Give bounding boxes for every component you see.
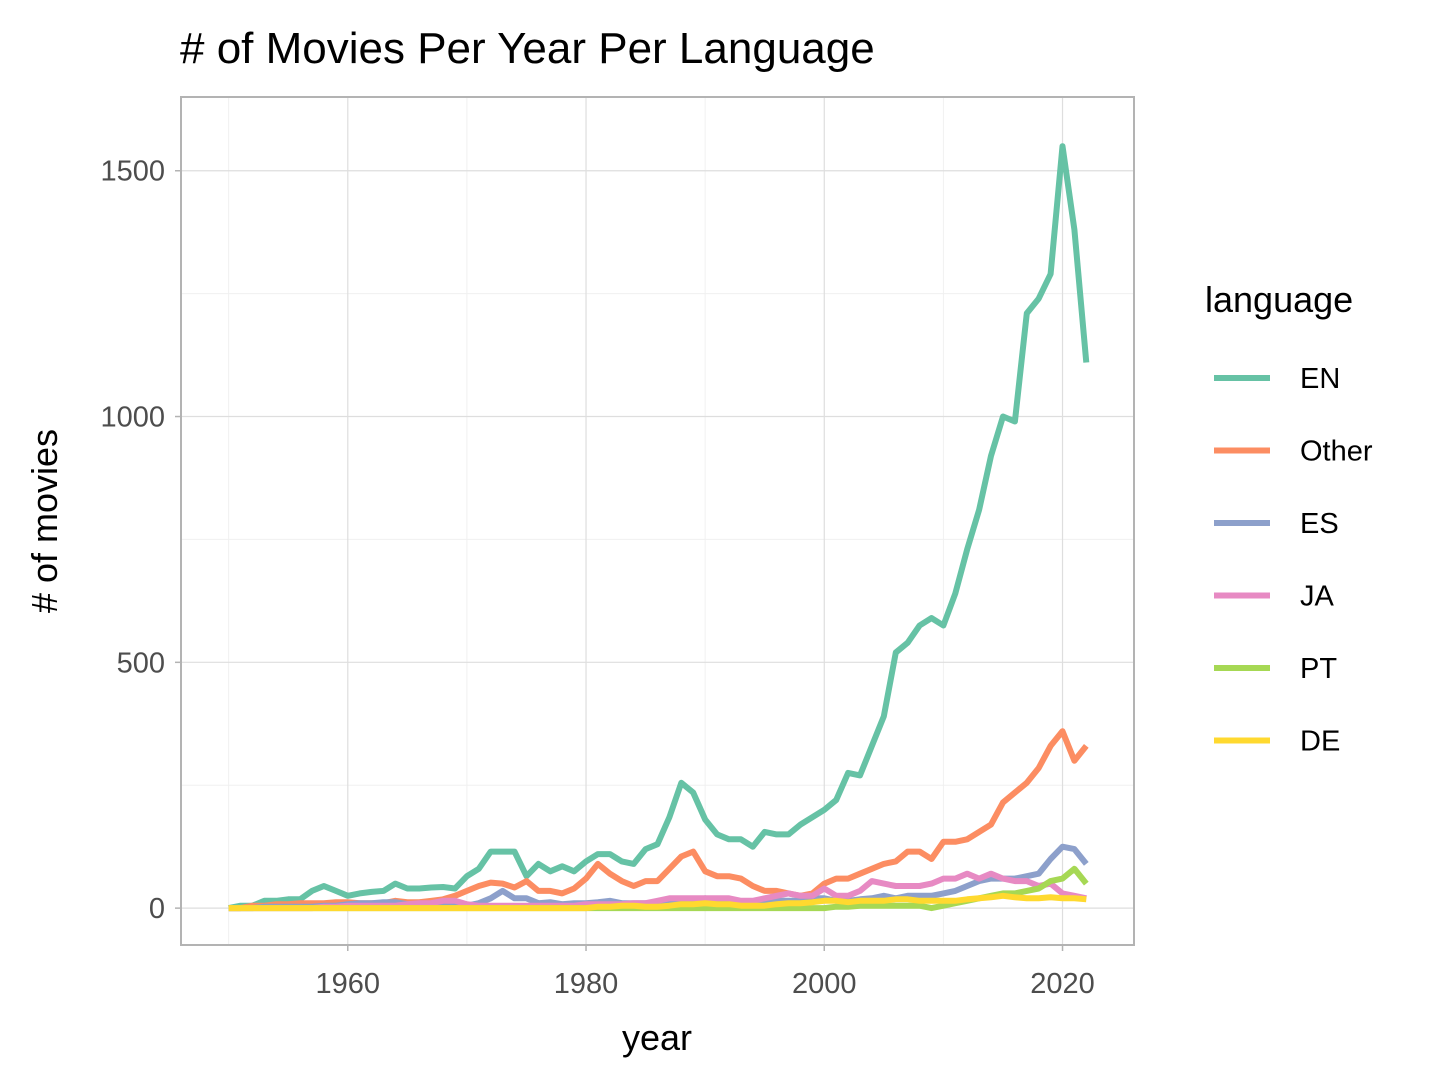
legend-label-en: EN <box>1300 363 1340 395</box>
legend-label-pt: PT <box>1300 653 1337 685</box>
series-line-en <box>228 143 1090 912</box>
grid-lines <box>181 97 1134 945</box>
chart-title: # of Movies Per Year Per Language <box>180 24 875 73</box>
x-tick-label: 1960 <box>316 968 381 1000</box>
y-axis-title: # of movies <box>24 429 65 613</box>
x-tick-label: 2000 <box>792 968 857 1000</box>
legend-title: language <box>1205 279 1353 320</box>
x-axis-title: year <box>622 1017 692 1058</box>
x-tick-label: 1980 <box>554 968 619 1000</box>
series-line-de <box>228 892 1087 912</box>
x-tick-label: 2020 <box>1030 968 1095 1000</box>
y-tick-label: 1000 <box>100 402 165 434</box>
legend-label-es: ES <box>1300 508 1339 540</box>
plot-panel-border <box>180 96 1135 946</box>
series-lines <box>228 143 1090 912</box>
y-tick-label: 500 <box>117 647 165 679</box>
series-line-other <box>228 728 1089 912</box>
legend-label-ja: JA <box>1300 581 1335 613</box>
legend-label-other: Other <box>1300 436 1373 468</box>
y-tick-labels: 0 500 1000 1500 <box>100 156 181 925</box>
legend: language EN Other ES JA PT DE <box>1205 279 1373 758</box>
y-tick-label: 0 <box>149 893 165 925</box>
x-tick-labels: 1960 1980 2000 2020 <box>316 945 1095 1000</box>
y-tick-label: 1500 <box>100 156 165 188</box>
legend-label-de: DE <box>1300 726 1340 758</box>
